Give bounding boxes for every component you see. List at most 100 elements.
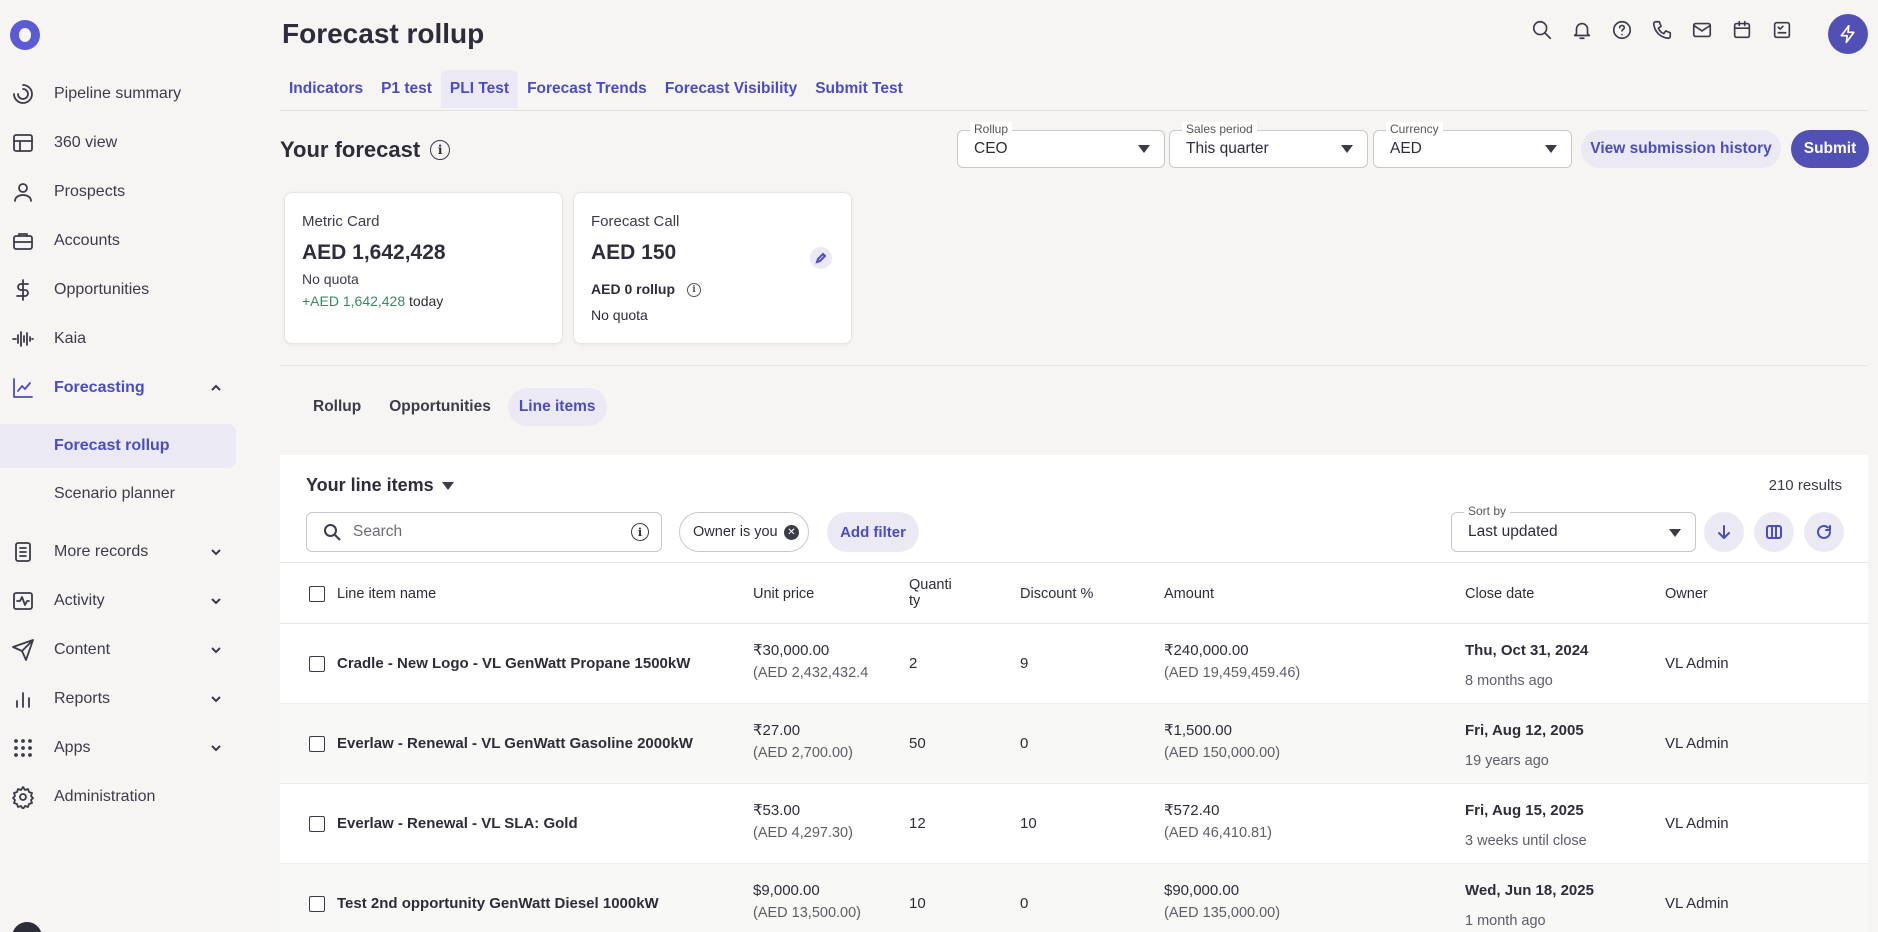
sort-by-select[interactable]: Sort by Last updated [1451,504,1696,552]
column-header-unit-price[interactable]: Unit price [753,586,815,602]
phone-icon[interactable] [1650,18,1674,42]
column-header-close-date[interactable]: Close date [1465,586,1535,602]
sidebar-item-pipeline-summary[interactable]: Pipeline summary [0,71,250,117]
amount: $90,000.00 [1164,882,1240,899]
rollup-label: Rollup [970,122,1013,136]
sales-period-select[interactable]: Sales period This quarter [1169,122,1368,168]
column-header-discount[interactable]: Discount % [1020,586,1094,602]
table-row[interactable]: Everlaw - Renewal - VL GenWatt Gasoline … [280,704,1868,784]
sidebar-item-apps[interactable]: Apps [0,725,250,771]
currency-select[interactable]: Currency AED [1373,122,1572,168]
sidebar-item-reports[interactable]: Reports [0,676,250,722]
chevron-down-icon[interactable] [208,593,224,609]
subtab-line-items[interactable]: Line items [507,388,607,426]
line-item-name[interactable]: Cradle - New Logo - VL GenWatt Propane 1… [337,655,691,672]
chevron-down-icon[interactable] [208,740,224,756]
tab-forecast-visibility[interactable]: Forecast Visibility [664,80,798,97]
info-icon[interactable]: i [430,140,451,160]
line-item-name[interactable]: Everlaw - Renewal - VL GenWatt Gasoline … [337,735,693,752]
amount-aed: (AED 135,000.00) [1164,905,1281,921]
metric-card[interactable]: Metric Card AED 1,642,428 No quota +AED … [284,192,563,344]
app-logo[interactable] [10,20,40,50]
amount-cell: ₹572.40 (AED 46,410.81) [1164,800,1272,844]
sidebar-item-prospects[interactable]: Prospects [0,169,250,215]
tab-p1-test[interactable]: P1 test [381,80,432,97]
sidebar-item-administration[interactable]: Administration [0,774,250,820]
search-input[interactable] [353,521,613,543]
sidebar-item-activity[interactable]: Activity [0,578,250,624]
sidebar-item-kaia[interactable]: Kaia [0,316,250,362]
subtab-opportunities[interactable]: Opportunities [389,398,491,415]
column-header-name[interactable]: Line item name [337,586,437,602]
close-date-cell: Fri, Aug 15, 2025 3 weeks until close [1465,800,1587,852]
sidebar-item-forecasting[interactable]: Forecasting [0,365,250,411]
edit-icon[interactable] [810,247,832,269]
tab-submit-test[interactable]: Submit Test [815,80,903,97]
owner: VL Admin [1665,735,1729,752]
row-checkbox[interactable] [309,816,325,832]
tab-pli-test[interactable]: PLI Test [440,70,519,108]
close-date: Wed, Jun 18, 2025 [1465,882,1594,899]
sidebar-subitem-scenario-planner[interactable]: Scenario planner [54,485,175,502]
tab-forecast-trends[interactable]: Forecast Trends [527,80,647,97]
info-icon[interactable]: i [631,523,649,541]
page-title: Forecast rollup [282,18,485,49]
task-icon[interactable] [1770,18,1794,42]
sidebar-item-opportunities[interactable]: Opportunities [0,267,250,313]
filter-chip-owner[interactable]: Owner is you ✕ [679,512,809,552]
line-item-name[interactable]: Everlaw - Renewal - VL SLA: Gold [337,815,578,832]
forecast-call-card[interactable]: Forecast Call AED 150 AED 0 rollup i No q… [573,192,852,344]
calendar-icon[interactable] [1730,18,1754,42]
line-items-view-selector[interactable]: Your line items [306,475,454,496]
info-icon[interactable]: i [687,283,702,298]
row-checkbox[interactable] [309,736,325,752]
chevron-down-icon[interactable] [208,544,224,560]
rollup-select[interactable]: Rollup CEO [957,122,1165,168]
sidebar-item-360-view[interactable]: 360 view [0,120,250,166]
search-icon[interactable] [1530,18,1554,42]
sidebar-subitem-forecast-rollup[interactable]: Forecast rollup [0,424,236,468]
chevron-up-icon[interactable] [208,380,224,396]
refresh-button[interactable] [1804,512,1844,552]
row-checkbox[interactable] [309,896,325,912]
download-button[interactable] [1704,512,1744,552]
forecast-call-rollup-row: AED 0 rollup i [591,281,702,298]
table-row[interactable]: Test 2nd opportunity GenWatt Diesel 1000… [280,864,1868,932]
bell-icon[interactable] [1570,18,1594,42]
mail-icon[interactable] [1690,18,1714,42]
sidebar-item-accounts[interactable]: Accounts [0,218,250,264]
quantity: 10 [909,895,926,912]
forecast-heading: Your forecast i [280,137,451,163]
chevron-down-icon[interactable] [208,691,224,707]
columns-button[interactable] [1754,512,1794,552]
column-header-quantity[interactable]: Quanti ty [909,577,952,609]
view-submission-history-button[interactable]: View submission history [1581,130,1781,168]
unit-price: ₹30,000.00 [753,642,830,659]
sidebar-item-more-records[interactable]: More records [0,529,250,575]
line-items-title: Your line items [306,475,434,495]
user-avatar[interactable] [12,922,42,932]
close-date: Thu, Oct 31, 2024 [1465,642,1589,659]
select-all-checkbox[interactable] [309,586,325,602]
quick-actions-button[interactable] [1828,14,1868,54]
quantity: 50 [909,735,926,752]
add-filter-button[interactable]: Add filter [827,512,919,552]
help-icon[interactable] [1610,18,1634,42]
column-header-owner[interactable]: Owner [1665,586,1708,602]
row-checkbox[interactable] [309,656,325,672]
unit-price-cell: ₹30,000.00 (AED 2,432,432.4 [753,640,893,684]
tab-indicators[interactable]: Indicators [289,80,364,97]
amount-cell: $90,000.00 (AED 135,000.00) [1164,880,1280,924]
submit-button[interactable]: Submit [1791,130,1869,168]
chevron-down-icon[interactable] [208,642,224,658]
column-header-amount[interactable]: Amount [1164,586,1214,602]
sidebar-item-content[interactable]: Content [0,627,250,673]
line-item-name[interactable]: Test 2nd opportunity GenWatt Diesel 1000… [337,895,659,912]
sidebar-item-label: Activity [54,592,105,609]
table-row[interactable]: Everlaw - Renewal - VL SLA: Gold ₹53.00 (… [280,784,1868,864]
subtab-rollup[interactable]: Rollup [313,398,362,415]
table-row[interactable]: Cradle - New Logo - VL GenWatt Propane 1… [280,624,1868,704]
discount: 0 [1020,895,1029,912]
close-icon[interactable]: ✕ [784,525,799,540]
sidebar-item-label: Opportunities [54,281,150,298]
